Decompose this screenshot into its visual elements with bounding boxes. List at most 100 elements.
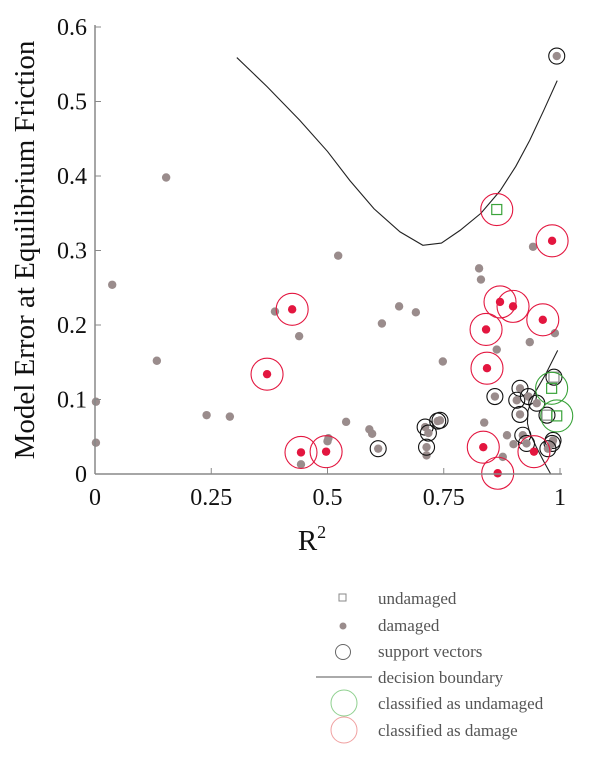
- support-vector-ring: [369, 440, 387, 458]
- decision-boundary-line: [236, 57, 558, 246]
- classified-damage-ring: [469, 312, 503, 347]
- y-tick-label: 0.6: [57, 15, 87, 41]
- classified-damage-ring: [517, 435, 551, 469]
- undamaged-point: [551, 410, 563, 422]
- damaged-point: [411, 308, 421, 317]
- damaged-point: [480, 418, 489, 427]
- damaged-point: [202, 410, 211, 420]
- damaged-point: [552, 51, 561, 61]
- misclassified-damaged-point: [529, 447, 539, 456]
- damaged-point: [294, 331, 304, 341]
- decision-boundary-line: [526, 350, 559, 475]
- classified-damage-ring: [250, 357, 284, 391]
- damaged-point: [515, 410, 525, 419]
- misclassified-damaged-point: [508, 302, 518, 311]
- misclassified-damaged-point: [482, 364, 492, 373]
- damaged-point: [270, 307, 280, 316]
- damaged-point: [91, 438, 101, 447]
- damaged-point: [550, 328, 560, 338]
- support-vector-ring: [508, 391, 526, 409]
- legend-label-damaged: damaged: [378, 616, 440, 635]
- support-vector-ring: [517, 434, 536, 453]
- support-vector-ring: [511, 405, 529, 423]
- undamaged-point: [491, 203, 503, 216]
- classified-damage-ring: [480, 192, 514, 227]
- damaged-point: [422, 442, 431, 452]
- damaged-point: [377, 319, 387, 328]
- damaged-point: [108, 280, 117, 289]
- damaged-point: [333, 251, 343, 260]
- damaged-point: [225, 412, 235, 421]
- x-tick-label: 0.5: [313, 485, 343, 511]
- damaged-point: [296, 460, 306, 469]
- damaged-point: [490, 392, 500, 401]
- damaged-point: [476, 275, 486, 284]
- misclassified-damaged-point: [287, 305, 297, 314]
- damaged-point: [438, 357, 448, 366]
- legend-undamaged-square-icon: [338, 593, 347, 602]
- x-tick-label: 0: [89, 485, 101, 511]
- classified-damage-ring: [466, 430, 500, 464]
- damaged-point: [512, 396, 521, 405]
- classified-damage-ring: [496, 289, 530, 323]
- classified-undamaged-ring: [540, 399, 574, 433]
- damaged-point: [435, 416, 445, 425]
- damaged-point: [152, 356, 162, 365]
- support-vector-ring: [539, 440, 557, 458]
- axes: [94, 25, 562, 475]
- legend-classified-damage-circle-icon: [330, 716, 358, 744]
- undamaged-point: [541, 409, 553, 421]
- misclassified-damaged-point: [547, 236, 557, 246]
- support-vector-ring: [538, 406, 556, 424]
- support-vector-ring: [417, 438, 436, 456]
- x-tick-label: 0.25: [190, 485, 232, 511]
- x-tick-label: 0.75: [423, 485, 465, 511]
- y-tick-label: 0.1: [57, 388, 87, 414]
- classified-damage-ring: [526, 303, 560, 337]
- damaged-point: [522, 439, 531, 448]
- x-tick-label: 1: [554, 485, 566, 511]
- undamaged-point: [546, 382, 558, 394]
- damaged-point: [341, 417, 351, 427]
- legend-classified-undamaged-circle-icon: [330, 689, 358, 717]
- y-tick-label: 0.4: [57, 164, 87, 190]
- legend-label-undamaged: undamaged: [378, 589, 457, 608]
- classified-damage-ring: [535, 224, 569, 258]
- legend-support-vector-circle-icon: [335, 644, 351, 660]
- legend-label-classified-undamaged: classified as undamaged: [378, 694, 544, 713]
- support-vector-ring: [486, 387, 504, 406]
- support-vector-ring: [548, 47, 566, 65]
- damaged-point: [424, 428, 433, 438]
- y-tick-label: 0.5: [57, 90, 87, 116]
- misclassified-damaged-point: [479, 442, 488, 452]
- damaged-point: [543, 444, 553, 453]
- misclassified-damaged-point: [262, 369, 272, 379]
- classified-damage-ring: [284, 435, 318, 469]
- classified-damage-ring: [470, 351, 504, 385]
- damaged-point: [532, 399, 541, 408]
- y-axis-label: Model Error at Equilibrium Friction: [9, 40, 41, 459]
- damaged-point: [548, 436, 558, 445]
- damaged-point: [492, 345, 501, 354]
- damaged-point: [474, 264, 484, 273]
- classified-damage-ring: [275, 292, 309, 326]
- damaged-point: [515, 384, 525, 393]
- damaged-point: [373, 444, 383, 453]
- damaged-point: [394, 302, 404, 311]
- y-tick-label: 0.3: [57, 239, 87, 265]
- classified-damage-ring: [309, 435, 343, 469]
- classified-undamaged-ring: [535, 371, 569, 405]
- legend-damaged-dot-icon: [339, 622, 347, 630]
- ticks: 0 0.25 0.5 0.75 1 0 0.1 0.2 0.3 0.4 0.5 0.6: [57, 15, 566, 511]
- damaged-point: [509, 440, 518, 449]
- damaged-point: [524, 392, 533, 401]
- x-axis-label: R2: [298, 522, 326, 557]
- legend-label-classified-damage: classified as damage: [378, 721, 518, 740]
- damaged-point: [528, 242, 538, 251]
- damaged-point: [525, 337, 534, 347]
- y-tick-label: 0.2: [57, 313, 87, 339]
- damaged-point: [367, 429, 377, 438]
- classified-damage-ring: [483, 285, 517, 319]
- misclassified-damaged-point: [538, 315, 547, 324]
